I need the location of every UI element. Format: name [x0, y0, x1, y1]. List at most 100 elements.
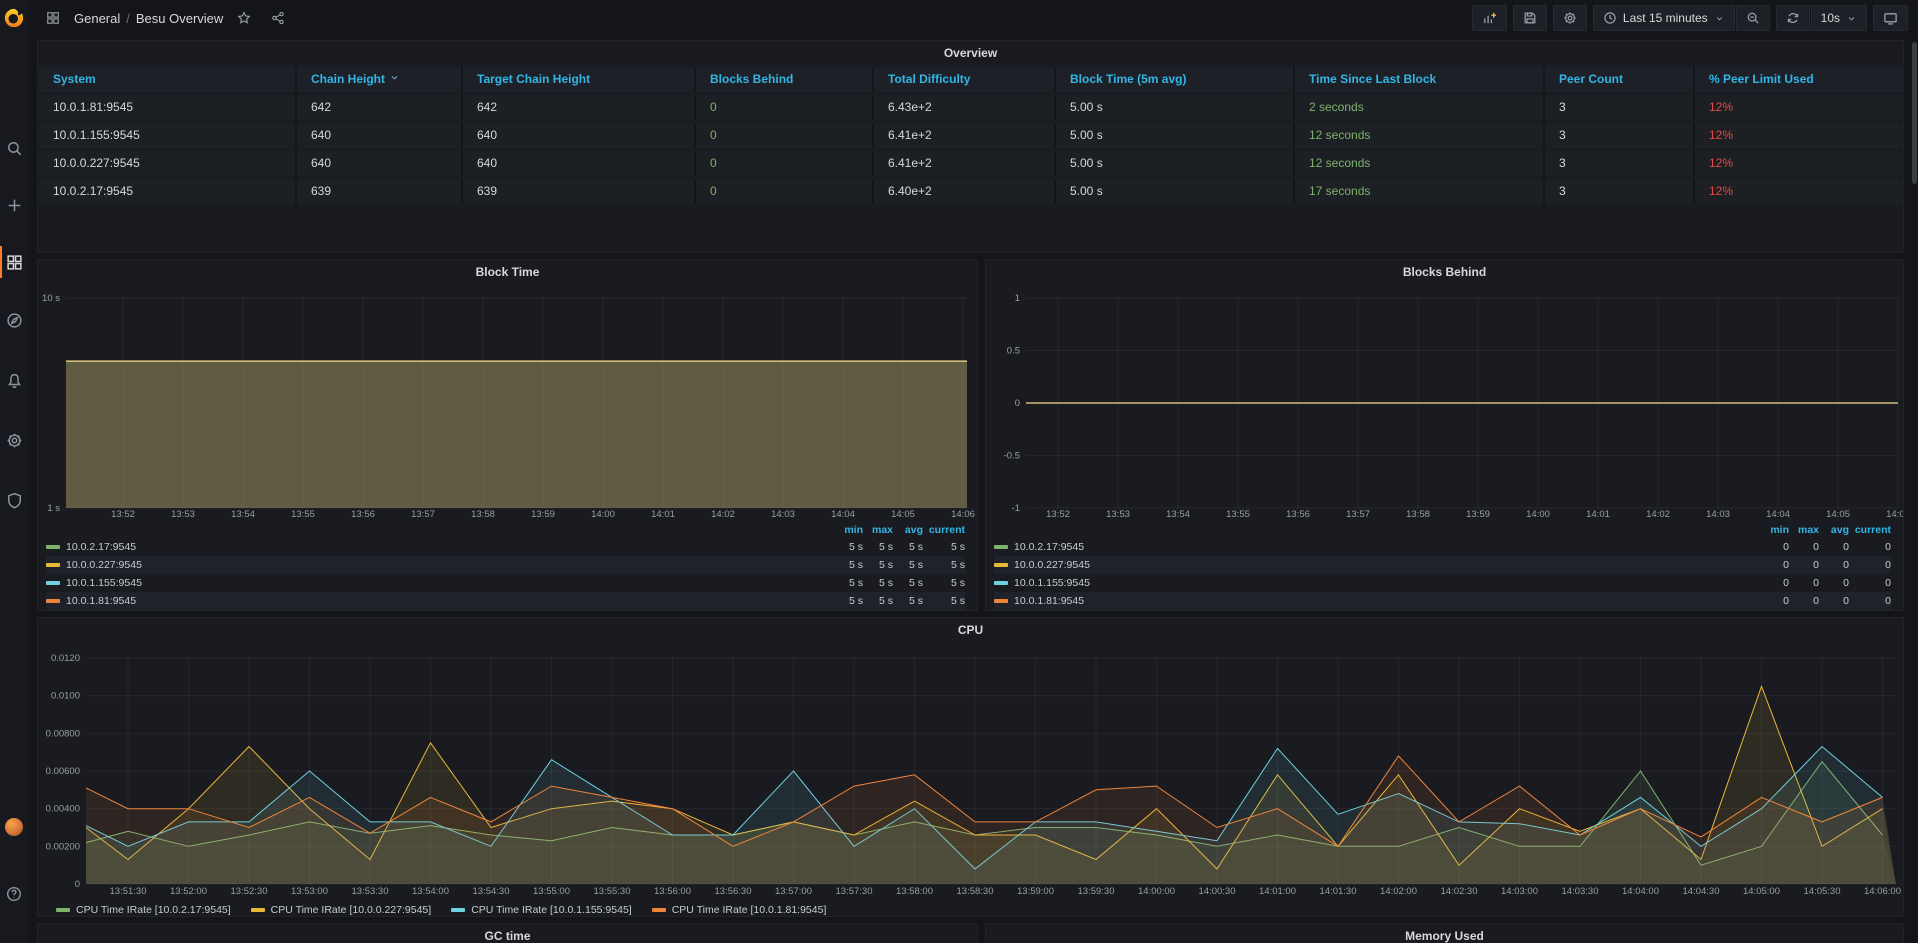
- column-header-time-since-last-block[interactable]: Time Since Last Block: [1295, 67, 1545, 92]
- legend-stat-header-avg[interactable]: avg: [1830, 524, 1849, 536]
- svg-text:14:02:00: 14:02:00: [1380, 886, 1417, 897]
- panel-title-gc-time[interactable]: GC time: [484, 929, 531, 943]
- legend-series-toggle[interactable]: 10.0.2.17:9545: [46, 538, 833, 556]
- cpu-legend: CPU Time IRate [10.0.2.17:9545] CPU Time …: [38, 900, 1903, 920]
- legend-stat-value: 5 s: [848, 595, 863, 607]
- legend-series-toggle[interactable]: 10.0.1.81:9545: [994, 592, 1759, 610]
- cpu-graph[interactable]: 13:51:30 13:52:00 13:52:30 13:53:00 13:53:30…: [38, 642, 1903, 900]
- legend-series-toggle[interactable]: CPU Time IRate [10.0.1.155:9545]: [451, 904, 632, 916]
- sidebar-item-server-admin[interactable]: [0, 480, 28, 520]
- series-color-swatch[interactable]: [994, 563, 1008, 567]
- legend-series-toggle[interactable]: CPU Time IRate [10.0.2.17:9545]: [56, 904, 231, 916]
- legend-stat-value: 5 s: [878, 595, 893, 607]
- star-icon[interactable]: [231, 5, 257, 31]
- svg-text:0.00400: 0.00400: [46, 804, 80, 815]
- legend-stat-value: 0: [1813, 577, 1819, 589]
- add-panel-button[interactable]: [1471, 5, 1507, 31]
- legend-series-toggle[interactable]: 10.0.1.81:9545: [46, 592, 833, 610]
- panel-title-memory-used[interactable]: Memory Used: [1405, 929, 1484, 943]
- legend-series-toggle[interactable]: 10.0.0.227:9545: [994, 556, 1759, 574]
- column-header--peer-limit-used[interactable]: % Peer Limit Used: [1709, 72, 1814, 86]
- legend-stat-value: 5 s: [950, 595, 965, 607]
- column-header-peer-count[interactable]: Peer Count: [1545, 67, 1695, 92]
- sidebar-item-configuration[interactable]: [0, 420, 28, 460]
- svg-text:13:52: 13:52: [1046, 509, 1070, 520]
- cell-r0-c6: 2 seconds: [1295, 95, 1545, 120]
- legend-stat-header-current[interactable]: current: [1854, 524, 1891, 536]
- save-dashboard-button[interactable]: [1512, 5, 1547, 31]
- series-color-swatch[interactable]: [46, 563, 60, 567]
- svg-text:14:06: 14:06: [1886, 509, 1903, 520]
- svg-text:13:56: 13:56: [1286, 509, 1310, 520]
- help-icon[interactable]: [0, 874, 28, 914]
- sidebar-item-explore[interactable]: [0, 300, 28, 340]
- panel-title-overview[interactable]: Overview: [943, 46, 998, 60]
- panel-title-cpu[interactable]: CPU: [957, 623, 984, 637]
- series-color-swatch[interactable]: [994, 581, 1008, 585]
- cell-r2-c7: 3: [1545, 151, 1695, 176]
- legend-series-name: 10.0.1.81:9545: [1014, 595, 1085, 607]
- column-header-target-chain-height[interactable]: Target Chain Height: [463, 67, 696, 92]
- series-color-swatch[interactable]: [994, 599, 1008, 603]
- page-title[interactable]: Besu Overview: [135, 10, 224, 26]
- column-header-blocks-behind[interactable]: Blocks Behind: [696, 67, 874, 92]
- legend-stat-header-min[interactable]: min: [844, 524, 863, 536]
- breadcrumb-folder[interactable]: General: [74, 10, 121, 26]
- user-avatar[interactable]: [5, 818, 23, 836]
- svg-text:0: 0: [75, 879, 80, 890]
- blocks-behind-graph[interactable]: 13:52 13:53 13:54 13:55 13:56 13:57 13:58 13:59…: [986, 284, 1903, 521]
- legend-stat-value: 0: [1813, 541, 1819, 553]
- grafana-logo-icon[interactable]: [3, 7, 25, 29]
- legend-stat-value: 0: [1813, 595, 1819, 607]
- legend-series-name: CPU Time IRate [10.0.1.81:9545]: [671, 904, 827, 916]
- column-header-block-time-5m-avg-[interactable]: Block Time (5m avg): [1056, 67, 1295, 92]
- column-header-chain-height[interactable]: Chain Height: [297, 67, 463, 92]
- legend-series-toggle[interactable]: 10.0.2.17:9545: [994, 538, 1759, 556]
- legend-series-name: 10.0.1.155:9545: [66, 577, 142, 589]
- series-color-swatch[interactable]: [46, 599, 60, 603]
- clock-icon: [1604, 12, 1616, 24]
- legend-series-toggle[interactable]: CPU Time IRate [10.0.1.81:9545]: [651, 904, 827, 916]
- legend-stat-value: 0: [1783, 541, 1789, 553]
- legend-series-toggle[interactable]: CPU Time IRate [10.0.0.227:9545]: [250, 904, 431, 916]
- svg-text:14:01:00: 14:01:00: [1259, 886, 1296, 897]
- legend-row: 10.0.0.227:9545 5 s 5 s 5 s 5 s: [46, 556, 965, 574]
- time-range-picker[interactable]: Last 15 minutes: [1592, 5, 1735, 31]
- sidebar-item-search[interactable]: [0, 128, 28, 168]
- legend-stat-value: 5 s: [908, 577, 923, 589]
- scrollbar-thumb[interactable]: [1912, 42, 1917, 184]
- refresh-interval-picker[interactable]: 10s: [1810, 5, 1867, 31]
- share-icon[interactable]: [265, 5, 291, 31]
- series-color-swatch[interactable]: [46, 581, 60, 585]
- cell-r3-c1: 639: [297, 179, 463, 204]
- panel-title-block-time[interactable]: Block Time: [475, 265, 540, 279]
- block-time-legend: min max avg current 10.0.2.17:9545 5 s 5 s 5 s 5…: [38, 521, 977, 610]
- dashboard-settings-button[interactable]: [1552, 5, 1587, 31]
- panel-title-blocks-behind[interactable]: Blocks Behind: [1402, 265, 1487, 279]
- sidebar-item-alerting[interactable]: [0, 360, 28, 400]
- cell-r3-c4: 6.40e+2: [874, 179, 1056, 204]
- legend-stat-header-current[interactable]: current: [928, 524, 965, 536]
- column-header-system[interactable]: System: [39, 67, 297, 92]
- legend-series-toggle[interactable]: 10.0.0.227:9545: [46, 556, 833, 574]
- legend-series-toggle[interactable]: 10.0.1.155:9545: [994, 574, 1759, 592]
- series-color-swatch[interactable]: [994, 545, 1008, 549]
- legend-stat-header-avg[interactable]: avg: [904, 524, 923, 536]
- panel-blocks-behind: Blocks Behind 13:52 13:53 13:54 13:55 13:56 1…: [985, 259, 1904, 611]
- sidebar: [0, 0, 28, 943]
- legend-stat-header-max[interactable]: max: [871, 524, 893, 536]
- zoom-out-time-button[interactable]: [1735, 5, 1770, 31]
- legend-series-toggle[interactable]: 10.0.1.155:9545: [46, 574, 833, 592]
- series-color-swatch[interactable]: [46, 545, 60, 549]
- legend-stat-header-max[interactable]: max: [1797, 524, 1819, 536]
- refresh-button[interactable]: [1775, 5, 1810, 31]
- bell-icon: [7, 373, 21, 388]
- panel-cpu: CPU 13:51:30 13:52:00 13:52:30 13:53:00 13:5…: [37, 617, 1904, 917]
- block-time-graph[interactable]: 13:52 13:53 13:54 13:55 13:56 13:57 13:58 13:59…: [38, 284, 977, 521]
- sidebar-item-create[interactable]: [0, 185, 28, 225]
- sidebar-item-dashboards[interactable]: [0, 242, 28, 282]
- dashboard-grid-icon[interactable]: [40, 5, 66, 31]
- cycle-view-mode-button[interactable]: [1873, 5, 1908, 31]
- legend-stat-header-min[interactable]: min: [1770, 524, 1789, 536]
- column-header-total-difficulty[interactable]: Total Difficulty: [874, 67, 1056, 92]
